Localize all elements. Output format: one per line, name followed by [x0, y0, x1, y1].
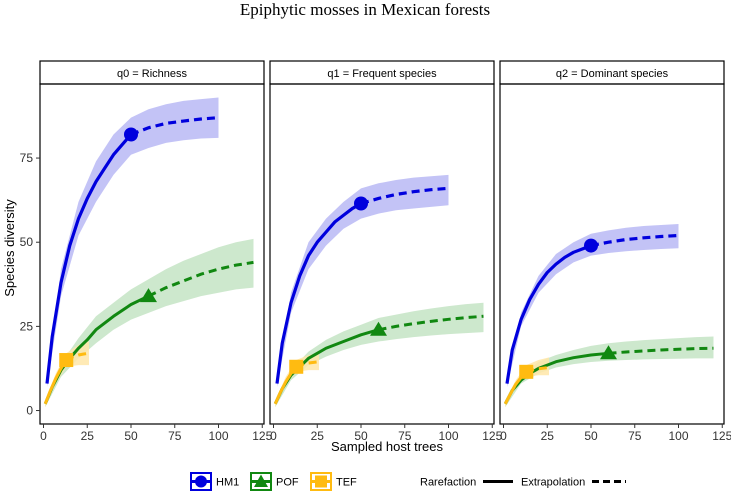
facet-panel-border-2: [269, 83, 495, 425]
x-tick-label-3-0: 0: [500, 429, 507, 443]
facet-strip-label-3: q2 = Dominant species: [556, 68, 669, 80]
extrapolation-line-pof-1: [147, 260, 254, 298]
legend-label-tef: TEF: [336, 477, 357, 489]
extrapolation-line-hm1-3: [590, 233, 679, 248]
chart-title: Epiphytic mosses in Mexican forests: [240, 0, 490, 19]
observed-point-pof-1: [140, 288, 157, 303]
x-tick-label-2-75: 75: [398, 429, 412, 443]
x-tick-label-2-125: 125: [482, 429, 502, 443]
facet-strip-label-2: q1 = Frequent species: [327, 68, 437, 80]
x-tick-label-1-0: 0: [40, 429, 47, 443]
x-tick-label-2-100: 100: [438, 429, 458, 443]
facet-strip-label-1: q0 = Richness: [117, 68, 188, 80]
observed-point-hm1-2: [354, 196, 368, 211]
x-tick-label-3-50: 50: [584, 429, 598, 443]
legend: HM1 POF TEF Rarefaction Extrapolation: [190, 472, 626, 491]
legend-label-hm1: HM1: [216, 477, 239, 489]
x-tick-label-2-50: 50: [354, 429, 368, 443]
extrapolation-line-pof-2: [378, 314, 484, 332]
y-tick-label-75: 75: [20, 151, 34, 165]
legend-label-pof: POF: [276, 477, 299, 489]
legend-label-extrapolation: Extrapolation: [521, 477, 585, 489]
legend-label-rarefaction: Rarefaction: [420, 477, 476, 489]
facet-2: q1 = Frequent species 0 25 50 75 100 125: [269, 60, 503, 443]
legend-marker-hm1: [195, 475, 207, 488]
rarefaction-line-hm1-3: [505, 244, 592, 384]
facet-panel-border-1: [39, 83, 265, 425]
extrapolation-line-pof-3: [608, 346, 714, 355]
x-tick-label-1-50: 50: [124, 429, 138, 443]
y-tick-label-0: 0: [26, 404, 33, 418]
ci-band-hm1-2: [277, 174, 449, 387]
x-tick-label-1-100: 100: [208, 429, 228, 443]
x-tick-label-1-125: 125: [252, 429, 272, 443]
x-axis-label: Sampled host trees: [331, 439, 444, 454]
x-tick-label-2-0: 0: [270, 429, 277, 443]
ci-band-hm1-1: [47, 97, 219, 387]
ci-band-pof-2: [275, 302, 484, 408]
y-axis-label: Species diversity: [2, 199, 17, 297]
facet-panel-border-3: [499, 83, 725, 425]
observed-point-hm1-3: [584, 238, 598, 253]
observed-point-hm1-1: [124, 127, 138, 142]
observed-point-tef-2: [289, 359, 304, 374]
rarefaction-line-hm1-2: [275, 202, 362, 384]
y-tick-label-25: 25: [20, 319, 34, 333]
x-tick-label-3-125: 125: [712, 429, 731, 443]
rarefaction-line-hm1-1: [45, 133, 133, 384]
ci-band-tef-1: [45, 341, 89, 408]
observed-point-tef-1: [59, 353, 74, 368]
facet-3: q2 = Dominant species 0 25 50 75 100 125: [499, 60, 731, 443]
observed-point-pof-2: [370, 321, 387, 336]
x-tick-label-2-25: 25: [311, 429, 325, 443]
observed-point-pof-3: [600, 345, 617, 360]
y-tick-label-50: 50: [20, 235, 34, 249]
x-tick-label-3-25: 25: [541, 429, 555, 443]
legend-marker-pof: [254, 474, 268, 487]
ci-band-pof-1: [45, 238, 254, 408]
x-tick-label-1-75: 75: [168, 429, 182, 443]
x-tick-label-3-75: 75: [628, 429, 642, 443]
ci-band-hm1-3: [507, 224, 679, 387]
x-tick-label-3-100: 100: [668, 429, 688, 443]
facet-1: q0 = Richness 0 25 50 75 100 125 0 25 50 75: [20, 60, 273, 443]
legend-marker-tef: [315, 475, 327, 488]
observed-point-tef-3: [519, 364, 534, 379]
extrapolation-line-hm1-1: [130, 116, 219, 136]
ci-band-tef-2: [275, 353, 319, 408]
extrapolation-line-hm1-2: [360, 186, 449, 206]
x-tick-label-1-25: 25: [81, 429, 95, 443]
ci-band-pof-3: [505, 336, 714, 408]
